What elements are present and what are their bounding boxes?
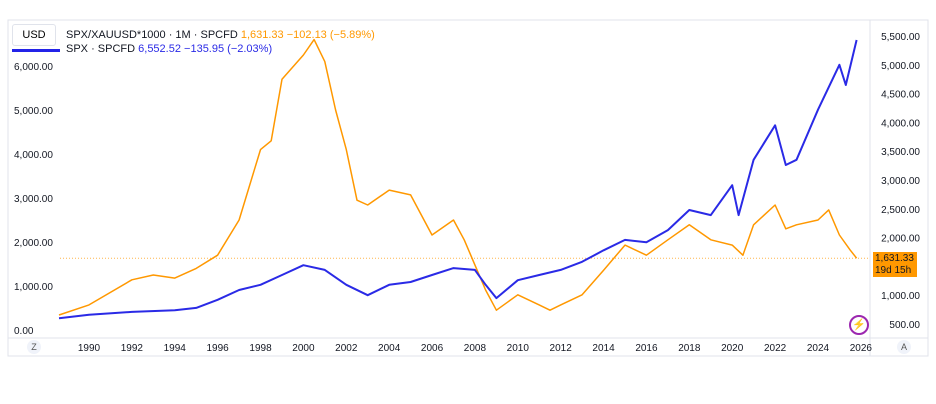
right-axis-tick: 3,000.00 xyxy=(881,176,920,187)
x-axis-tick: 2004 xyxy=(378,343,401,354)
right-axis-tick: 3,500.00 xyxy=(881,147,920,158)
right-axis-tick: 500.00 xyxy=(889,320,920,331)
series-1-change: −102.13 xyxy=(286,29,327,41)
series-line-1 xyxy=(58,38,858,316)
x-axis-tick: 2002 xyxy=(335,343,358,354)
left-axis-tick: 5,000.00 xyxy=(14,106,53,117)
left-axis-tick: 6,000.00 xyxy=(14,62,53,73)
right-axis-tick: 5,000.00 xyxy=(881,61,920,72)
x-axis-tick: 2008 xyxy=(464,343,487,354)
x-axis-tick: 1992 xyxy=(121,343,144,354)
chart-frame xyxy=(7,19,929,357)
x-axis-tick: 2000 xyxy=(292,343,315,354)
series-2-change: −135.95 xyxy=(184,43,225,55)
x-axis-tick: 2010 xyxy=(507,343,530,354)
price-tag-value: 1,631.33 xyxy=(875,253,914,264)
series-2-last: 6,552.52 xyxy=(138,43,181,55)
x-axis-tick: 2026 xyxy=(850,343,873,354)
lightning-icon[interactable]: ⚡ xyxy=(849,315,869,335)
left-axis-tick: 2,000.00 xyxy=(14,238,53,249)
right-axis-tick: 2,500.00 xyxy=(881,205,920,216)
legend: SPX/XAUUSD*1000 · 1M · SPCFD 1,631.33 −1… xyxy=(66,28,375,56)
x-axis-tick: 1996 xyxy=(207,343,230,354)
legend-series-2[interactable]: SPX · SPCFD 6,552.52 −135.95 (−2.03%) xyxy=(66,42,375,56)
left-axis-tick: 3,000.00 xyxy=(14,194,53,205)
right-axis-tick: 5,500.00 xyxy=(881,32,920,43)
x-axis-tick: 2024 xyxy=(807,343,830,354)
right-axis-tick: 2,000.00 xyxy=(881,234,920,245)
price-tag-countdown: 19d 15h xyxy=(875,265,912,276)
right-axis-tick: 4,500.00 xyxy=(881,90,920,101)
price-tag: 1,631.33 19d 15h xyxy=(873,252,917,277)
x-axis-tick: 2018 xyxy=(678,343,701,354)
right-axis-tick: 1,000.00 xyxy=(881,291,920,302)
x-axis-tick: 2022 xyxy=(764,343,787,354)
series-1-change-pct: (−5.89%) xyxy=(329,29,375,41)
x-axis-tick: 1994 xyxy=(164,343,187,354)
x-axis-tick: 2014 xyxy=(592,343,615,354)
series-2-change-pct: (−2.03%) xyxy=(227,43,273,55)
series-line-2 xyxy=(58,39,858,320)
series-2-symbol: SPX · SPCFD xyxy=(66,43,136,55)
legend-series-1[interactable]: SPX/XAUUSD*1000 · 1M · SPCFD 1,631.33 −1… xyxy=(66,28,375,42)
series-color-indicator xyxy=(12,49,60,52)
x-axis-tick: 2006 xyxy=(421,343,444,354)
auto-scale-button[interactable]: A xyxy=(897,340,911,354)
x-axis-tick: 2020 xyxy=(721,343,744,354)
left-axis-tick: 4,000.00 xyxy=(14,150,53,161)
x-axis-tick: 1990 xyxy=(78,343,101,354)
x-axis-tick: 2016 xyxy=(635,343,658,354)
left-axis-tick: 0.00 xyxy=(14,326,34,337)
x-axis-tick: 1998 xyxy=(249,343,272,354)
x-axis-tick: 2012 xyxy=(550,343,573,354)
zoom-reset-button[interactable]: Z xyxy=(27,340,41,354)
series-1-symbol: SPX/XAUUSD*1000 · 1M · SPCFD xyxy=(66,29,238,41)
currency-button[interactable]: USD xyxy=(12,24,56,46)
right-axis-tick: 4,000.00 xyxy=(881,118,920,129)
left-axis-tick: 1,000.00 xyxy=(14,282,53,293)
series-1-last: 1,631.33 xyxy=(240,29,284,41)
